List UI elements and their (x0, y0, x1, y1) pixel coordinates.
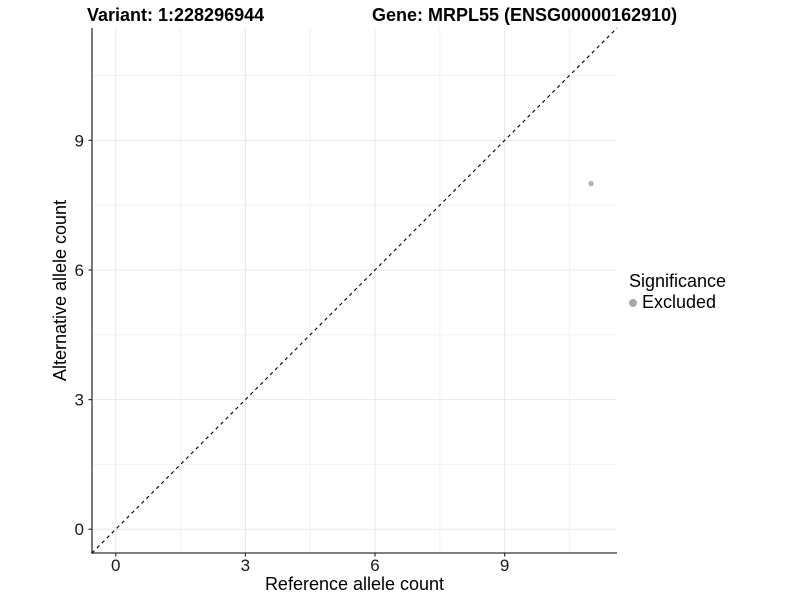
y-tick-label: 9 (75, 131, 84, 150)
legend-title: Significance (629, 271, 727, 291)
y-tick-label: 6 (75, 261, 84, 280)
variant-title: Variant: 1:228296944 (87, 5, 265, 25)
legend-item-label: Excluded (642, 292, 717, 312)
identity-line (91, 27, 618, 554)
x-tick-label: 3 (241, 556, 250, 575)
gene-title: Gene: MRPL55 (ENSG00000162910) (372, 5, 678, 25)
x-tick-label: 9 (500, 556, 509, 575)
x-tick-label: 6 (370, 556, 379, 575)
x-tick-label: 0 (111, 556, 120, 575)
legend-item-excluded: Excluded (629, 293, 726, 312)
y-axis-label: Alternative allele count (50, 199, 70, 382)
x-axis-label: Reference allele count (264, 574, 445, 594)
legend-point-icon (629, 298, 637, 307)
legend: Significance Excluded (629, 271, 726, 312)
data-point (588, 180, 594, 187)
y-tick-label: 0 (75, 520, 84, 539)
y-tick-label: 3 (75, 391, 84, 410)
